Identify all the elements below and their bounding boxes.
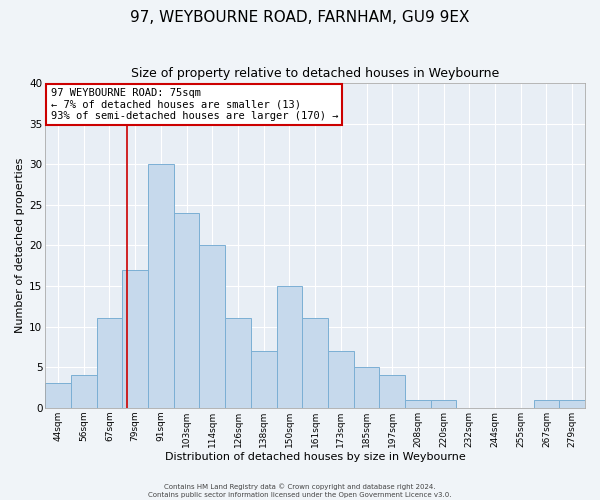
Bar: [328, 351, 353, 408]
Bar: [431, 400, 457, 408]
Bar: [353, 367, 379, 408]
Bar: [302, 318, 328, 408]
Text: Contains public sector information licensed under the Open Government Licence v3: Contains public sector information licen…: [148, 492, 452, 498]
Bar: [559, 400, 585, 408]
Title: Size of property relative to detached houses in Weybourne: Size of property relative to detached ho…: [131, 68, 499, 80]
Bar: [277, 286, 302, 408]
Text: Contains HM Land Registry data © Crown copyright and database right 2024.: Contains HM Land Registry data © Crown c…: [164, 484, 436, 490]
Bar: [533, 400, 559, 408]
Text: 97 WEYBOURNE ROAD: 75sqm
← 7% of detached houses are smaller (13)
93% of semi-de: 97 WEYBOURNE ROAD: 75sqm ← 7% of detache…: [50, 88, 338, 121]
Bar: [45, 384, 71, 408]
Bar: [251, 351, 277, 408]
Bar: [199, 246, 225, 408]
Bar: [405, 400, 431, 408]
Bar: [379, 376, 405, 408]
X-axis label: Distribution of detached houses by size in Weybourne: Distribution of detached houses by size …: [165, 452, 466, 462]
Bar: [174, 213, 199, 408]
Bar: [97, 318, 122, 408]
Text: 97, WEYBOURNE ROAD, FARNHAM, GU9 9EX: 97, WEYBOURNE ROAD, FARNHAM, GU9 9EX: [130, 10, 470, 25]
Bar: [122, 270, 148, 408]
Bar: [225, 318, 251, 408]
Bar: [148, 164, 174, 408]
Bar: [71, 376, 97, 408]
Y-axis label: Number of detached properties: Number of detached properties: [15, 158, 25, 333]
